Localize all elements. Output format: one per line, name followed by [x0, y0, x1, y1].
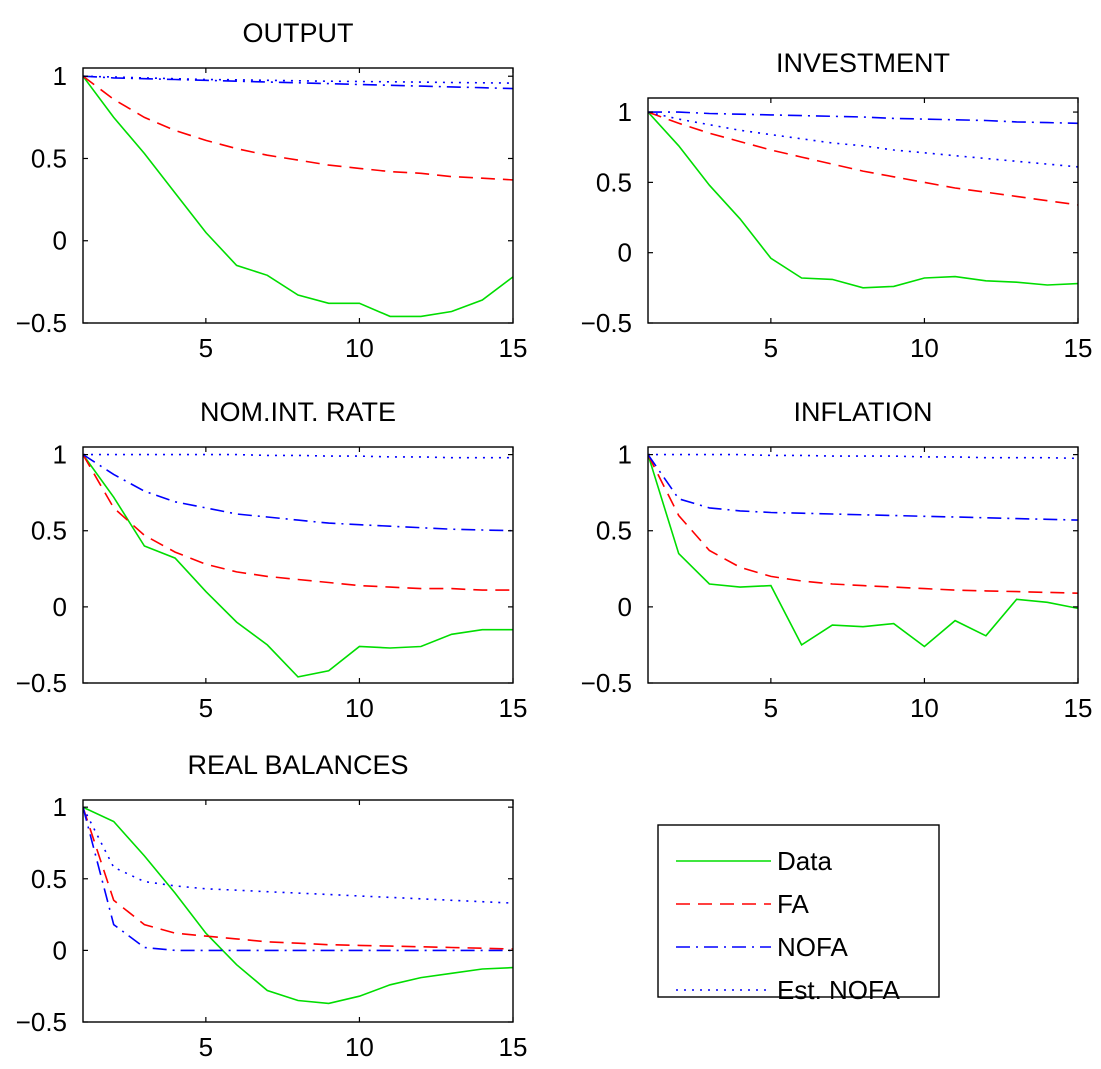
x-tick-label: 15 [499, 1032, 528, 1062]
series-line-est-nofa [648, 453, 1078, 460]
y-tick-label: −0.5 [16, 668, 67, 698]
x-tick-label: 10 [345, 1032, 374, 1062]
x-tick-label: 5 [199, 693, 213, 723]
subplot-output: OUTPUT 5 10 15 1 0.5 0 −0.5 [16, 18, 528, 363]
series-line-data [648, 111, 1078, 289]
y-tick-label: 0 [618, 592, 632, 622]
axes-box [82, 67, 514, 324]
subplot-title: OUTPUT [243, 18, 354, 48]
axes-box [647, 446, 1079, 684]
x-tick-label: 5 [199, 1032, 213, 1062]
subplot-investment: INVESTMENT 5 10 15 1 0.5 0 −0.5 [581, 48, 1093, 363]
x-tick-label: 10 [345, 693, 374, 723]
subplot-title: NOM.INT. RATE [200, 397, 396, 427]
series-line-data [83, 806, 513, 1005]
x-tick-label: 5 [764, 333, 778, 363]
subplot-nom-int-rate: NOM.INT. RATE 5 10 15 1 0.5 0 −0.5 [16, 397, 528, 723]
series-line-est-nofa [83, 806, 513, 904]
y-tick-label: 1 [53, 61, 67, 91]
x-tick-label: 10 [910, 333, 939, 363]
series-line-nofa [83, 453, 513, 532]
series-line-est-nofa [648, 111, 1078, 168]
x-tick-label: 5 [199, 333, 213, 363]
series-line-nofa [83, 806, 513, 952]
series-line-data [83, 454, 513, 678]
y-tick-label: 0.5 [31, 143, 67, 173]
x-tick-label: 10 [345, 333, 374, 363]
axes-box [82, 799, 514, 1023]
y-tick-label: −0.5 [581, 308, 632, 338]
legend-label-data: Data [777, 846, 832, 876]
subplot-title: INFLATION [793, 397, 932, 427]
series-line-fa [648, 111, 1078, 206]
series-line-data [83, 75, 513, 318]
series-line-est-nofa [83, 453, 513, 459]
y-tick-label: 0 [618, 238, 632, 268]
y-tick-label: 0 [53, 592, 67, 622]
subplot-real-balances: REAL BALANCES 5 10 15 1 0.5 0 −0.5 [16, 750, 528, 1062]
axes-box [82, 446, 514, 684]
legend-label-fa: FA [777, 889, 809, 919]
x-tick-label: 15 [499, 693, 528, 723]
y-tick-label: 0 [53, 935, 67, 965]
series-line-nofa [648, 454, 1078, 521]
series-line-fa [83, 454, 513, 591]
series-line-fa [648, 454, 1078, 594]
x-tick-label: 10 [910, 693, 939, 723]
y-tick-label: 1 [53, 792, 67, 822]
legend-label-est-nofa: Est. NOFA [777, 975, 900, 1005]
subplot-inflation: INFLATION 5 10 15 1 0.5 0 −0.5 [581, 397, 1093, 723]
y-tick-label: 0.5 [596, 167, 632, 197]
x-tick-label: 15 [499, 333, 528, 363]
y-tick-label: 1 [53, 440, 67, 470]
y-tick-label: 0.5 [31, 516, 67, 546]
subplot-title: INVESTMENT [776, 48, 950, 78]
y-tick-label: 0.5 [31, 864, 67, 894]
y-tick-label: 0 [53, 226, 67, 256]
legend-box [657, 824, 940, 998]
axes-box [647, 97, 1079, 324]
series-line-est-nofa [83, 75, 513, 84]
y-tick-label: 1 [618, 97, 632, 127]
series-line-fa [83, 75, 513, 181]
legend: Data FA NOFA Est. NOFA [657, 824, 940, 1005]
y-tick-label: 0.5 [596, 516, 632, 546]
y-tick-label: −0.5 [16, 1007, 67, 1037]
x-tick-label: 5 [764, 693, 778, 723]
y-tick-label: 1 [618, 440, 632, 470]
y-tick-label: −0.5 [581, 668, 632, 698]
series-line-nofa [648, 111, 1078, 125]
x-tick-label: 15 [1064, 693, 1093, 723]
series-line-data [648, 454, 1078, 648]
series-line-fa [83, 806, 513, 950]
subplot-title: REAL BALANCES [187, 750, 408, 780]
legend-label-nofa: NOFA [777, 932, 848, 962]
x-tick-label: 15 [1064, 333, 1093, 363]
y-tick-label: −0.5 [16, 308, 67, 338]
